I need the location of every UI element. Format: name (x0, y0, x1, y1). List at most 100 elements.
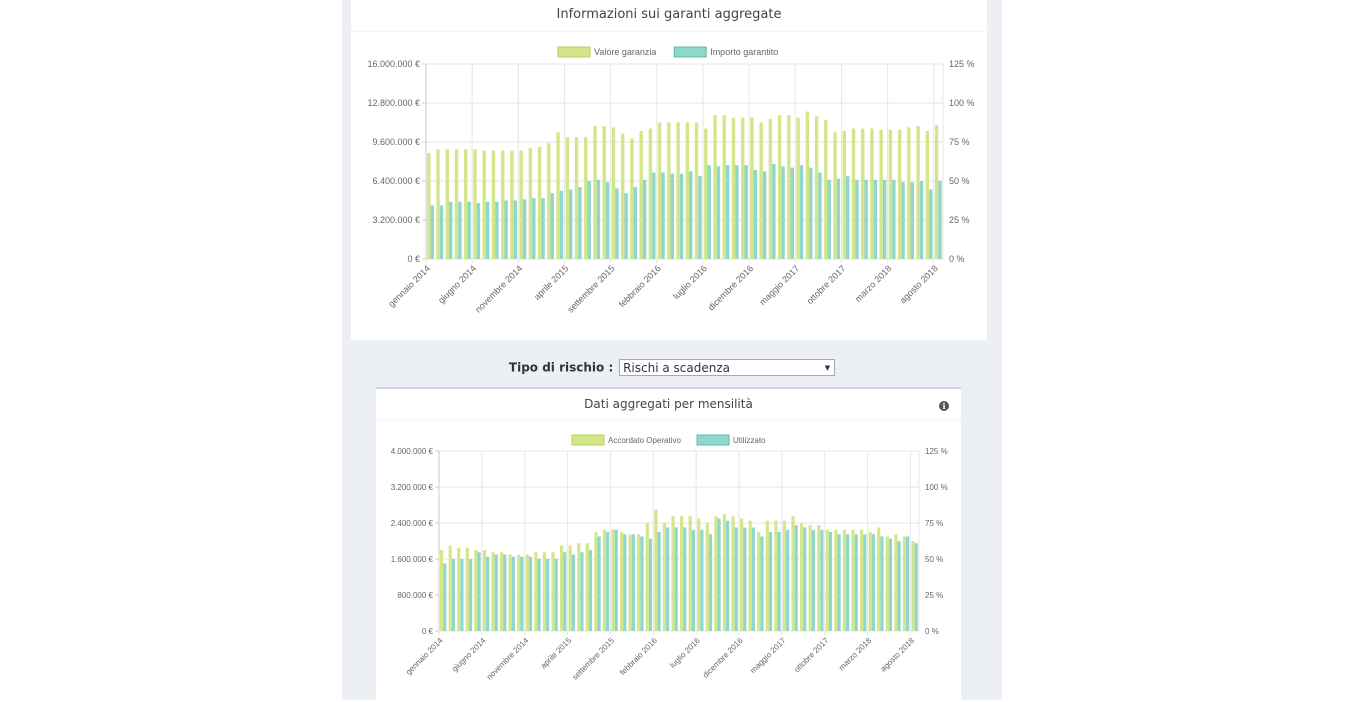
bar (620, 532, 624, 631)
bar (476, 202, 481, 259)
bar (464, 149, 468, 259)
legend-label: Valore garanzia (594, 47, 656, 57)
bar (661, 172, 665, 259)
bar (546, 559, 550, 631)
bar (648, 128, 653, 259)
bar (559, 190, 564, 259)
y-left-tick-label: 16.000.000 € (367, 59, 420, 69)
y-right-tick-label: 25 % (925, 591, 943, 600)
bar (451, 559, 455, 631)
bar (714, 516, 718, 631)
bar (667, 122, 671, 259)
bar (925, 131, 930, 259)
bar (605, 182, 610, 259)
bar (753, 170, 758, 259)
caret-down-icon: ▼ (824, 364, 831, 372)
y-left-tick-label: 0 € (422, 627, 434, 636)
bar (495, 201, 499, 259)
x-tick-label: marzo 2018 (837, 636, 874, 673)
bar (781, 166, 785, 259)
bar (929, 189, 933, 259)
chart-title: Dati aggregati per mensilità (584, 397, 753, 411)
bar (698, 176, 702, 259)
bar (772, 163, 776, 259)
x-tick-label: aprile 2015 (539, 636, 574, 671)
y-right-tick-label: 125 % (925, 447, 948, 456)
bar (902, 536, 907, 631)
bar (824, 120, 828, 259)
info-icon[interactable]: i (939, 401, 949, 411)
bar (777, 115, 782, 259)
bar (554, 559, 558, 631)
bar (705, 523, 709, 631)
x-tick-label: agosto 2018 (898, 263, 940, 305)
bar (427, 152, 431, 259)
bar (897, 129, 902, 259)
bar (578, 187, 582, 259)
bar (534, 552, 538, 631)
bar (532, 198, 536, 259)
bar (674, 527, 678, 631)
bar (726, 520, 730, 631)
bar (637, 534, 641, 631)
bar (787, 115, 791, 259)
bar (871, 534, 875, 631)
bar (666, 527, 670, 631)
bar (556, 132, 560, 259)
x-tick-label: dicembre 2016 (706, 263, 755, 312)
bar (440, 550, 444, 631)
bar (542, 552, 547, 631)
risk-type-select[interactable]: Rischi a scadenza ▼ (619, 359, 836, 376)
bar (828, 532, 833, 631)
bar (762, 171, 767, 259)
bar (725, 165, 730, 259)
bar (519, 150, 523, 259)
bar (818, 172, 822, 259)
legend-label: Accordato Operativo (608, 436, 681, 445)
y-left-tick-label: 6.400.000 € (372, 176, 420, 186)
bar (757, 532, 761, 631)
bar (485, 201, 490, 259)
bar (596, 179, 601, 259)
x-tick-label: ottobre 2017 (792, 636, 831, 675)
bar (504, 200, 508, 259)
bar (486, 556, 490, 631)
legend-label: Importo garantito (710, 47, 778, 57)
bar (809, 167, 813, 259)
bar (448, 545, 452, 631)
bar (611, 529, 615, 631)
bar (911, 541, 915, 631)
x-tick-label: dicembre 2016 (701, 636, 745, 680)
x-tick-label: maggio 2017 (748, 636, 787, 675)
bar (697, 518, 701, 631)
bar (734, 527, 738, 631)
bar (491, 150, 496, 259)
bar (639, 131, 643, 259)
bar (735, 165, 739, 259)
bar (827, 179, 831, 259)
bar (882, 179, 887, 259)
x-tick-label: febbraio 2016 (618, 636, 659, 677)
x-tick-label: agosto 2018 (879, 636, 917, 674)
y-left-tick-label: 12.800.000 € (367, 98, 420, 108)
y-right-tick-label: 100 % (949, 98, 975, 108)
bar (790, 167, 794, 259)
y-right-tick-label: 25 % (949, 215, 970, 225)
x-tick-label: febbraio 2016 (617, 263, 663, 309)
y-left-tick-label: 0 € (407, 254, 420, 264)
bar (707, 165, 711, 259)
bar (473, 149, 477, 259)
bar (897, 541, 901, 631)
bar (768, 118, 773, 259)
bar (593, 126, 597, 259)
bar (808, 525, 812, 631)
legend-swatch (696, 434, 730, 446)
bar (851, 128, 856, 259)
bar (748, 520, 752, 631)
bar (731, 516, 735, 631)
x-tick-label: gennaio 2014 (386, 263, 432, 309)
bar (525, 554, 529, 631)
bar (688, 516, 692, 631)
bar (508, 554, 512, 631)
bar (743, 527, 747, 631)
